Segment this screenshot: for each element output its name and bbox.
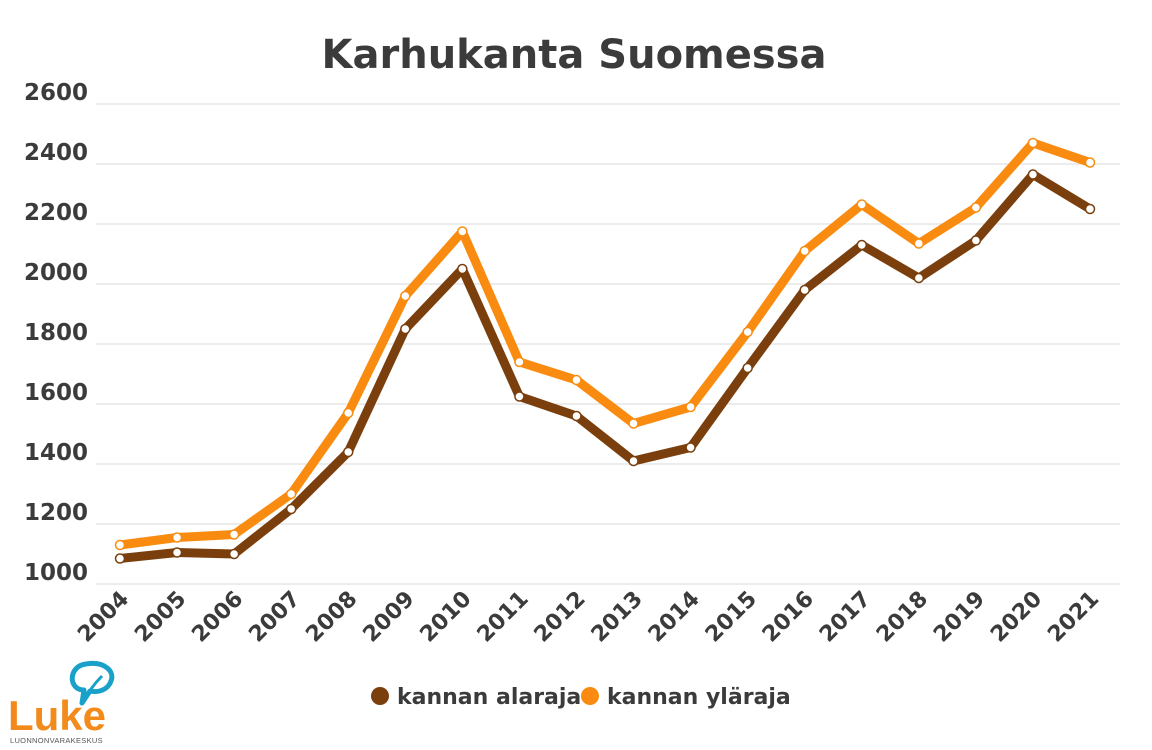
y-tick-label: 2000 bbox=[24, 260, 88, 286]
data-point-alaraja bbox=[228, 548, 240, 560]
data-point-alaraja bbox=[970, 235, 982, 246]
data-point-alaraja bbox=[1027, 169, 1039, 180]
series-line-ylaraja bbox=[115, 138, 1095, 550]
data-point-alaraja bbox=[457, 263, 468, 275]
data-point-alaraja bbox=[685, 442, 696, 453]
x-tick-label: 2015 bbox=[701, 587, 762, 648]
data-point-ylaraja bbox=[1027, 137, 1039, 149]
legend-label: kannan alaraja bbox=[397, 685, 581, 710]
grid bbox=[96, 103, 1120, 585]
luke-logo: Luke LUONNONVARAKESKUS bbox=[8, 660, 115, 745]
data-point-ylaraja bbox=[114, 539, 126, 551]
legend: kannan alaraja kannan yläraja bbox=[371, 685, 791, 710]
x-tick-label: 2020 bbox=[986, 587, 1047, 648]
data-point-alaraja bbox=[571, 410, 582, 422]
y-tick-label: 1000 bbox=[24, 560, 88, 586]
x-tick-label: 2014 bbox=[644, 587, 705, 648]
data-point-ylaraja bbox=[400, 290, 411, 302]
x-tick-label: 2008 bbox=[302, 587, 363, 648]
data-point-ylaraja bbox=[628, 418, 639, 429]
x-tick-label: 2021 bbox=[1043, 587, 1104, 648]
x-tick-label: 2005 bbox=[130, 587, 191, 648]
data-point-ylaraja bbox=[970, 202, 982, 213]
data-point-ylaraja bbox=[571, 374, 582, 386]
y-axis-ticks: 1000 1200 1400 1600 1800 2000 2200 2400 2600 bbox=[24, 80, 88, 586]
data-point-alaraja bbox=[628, 455, 639, 467]
legend-marker bbox=[581, 687, 599, 705]
series-points bbox=[114, 137, 1096, 564]
leaf-icon bbox=[69, 660, 115, 706]
data-point-ylaraja bbox=[742, 326, 753, 338]
y-tick-label: 2600 bbox=[24, 80, 88, 106]
x-tick-label: 2004 bbox=[73, 587, 134, 648]
x-tick-label: 2010 bbox=[416, 587, 477, 648]
data-point-alaraja bbox=[514, 391, 525, 402]
data-point-alaraja bbox=[1084, 203, 1096, 215]
x-tick-label: 2016 bbox=[758, 587, 819, 648]
series-line-alaraja bbox=[115, 170, 1095, 563]
legend-marker bbox=[371, 687, 389, 705]
x-tick-label: 2011 bbox=[473, 587, 534, 648]
y-tick-label: 1800 bbox=[24, 320, 88, 346]
data-point-ylaraja bbox=[285, 488, 297, 500]
legend-label: kannan yläraja bbox=[607, 685, 791, 710]
data-point-alaraja bbox=[799, 284, 810, 296]
data-point-alaraja bbox=[114, 553, 126, 564]
y-tick-label: 1600 bbox=[24, 380, 88, 406]
series-lines bbox=[115, 138, 1095, 563]
data-point-ylaraja bbox=[228, 529, 240, 540]
data-point-alaraja bbox=[742, 362, 753, 374]
x-tick-label: 2007 bbox=[244, 587, 305, 648]
y-tick-label: 2200 bbox=[24, 200, 88, 226]
data-point-alaraja bbox=[400, 323, 411, 335]
data-point-ylaraja bbox=[799, 245, 810, 257]
y-tick-label: 2400 bbox=[24, 140, 88, 166]
data-point-ylaraja bbox=[685, 401, 696, 413]
x-tick-label: 2018 bbox=[872, 587, 933, 648]
data-point-alaraja bbox=[913, 272, 925, 284]
data-point-alaraja bbox=[342, 446, 354, 458]
logo-text: Luke bbox=[8, 692, 106, 739]
data-point-ylaraja bbox=[171, 532, 183, 543]
data-point-ylaraja bbox=[342, 407, 354, 419]
x-tick-label: 2019 bbox=[929, 587, 990, 648]
x-tick-label: 2017 bbox=[815, 587, 876, 648]
logo-subtitle: LUONNONVARAKESKUS bbox=[10, 736, 103, 745]
x-tick-label: 2006 bbox=[187, 587, 248, 648]
data-point-alaraja bbox=[856, 239, 868, 251]
data-point-ylaraja bbox=[457, 226, 468, 237]
data-point-ylaraja bbox=[514, 356, 525, 368]
data-point-ylaraja bbox=[856, 199, 868, 210]
y-tick-label: 1400 bbox=[24, 440, 88, 466]
chart-title: Karhukanta Suomessa bbox=[322, 32, 827, 78]
x-axis-ticks: 2004200520062007200820092010201120122013… bbox=[73, 587, 1104, 648]
data-point-alaraja bbox=[171, 547, 183, 558]
data-point-ylaraja bbox=[1084, 157, 1096, 168]
y-tick-label: 1200 bbox=[24, 500, 88, 526]
data-point-ylaraja bbox=[913, 238, 925, 249]
x-tick-label: 2013 bbox=[587, 587, 648, 648]
data-point-alaraja bbox=[285, 503, 297, 515]
x-tick-label: 2012 bbox=[530, 587, 591, 648]
x-tick-label: 2009 bbox=[359, 587, 420, 648]
